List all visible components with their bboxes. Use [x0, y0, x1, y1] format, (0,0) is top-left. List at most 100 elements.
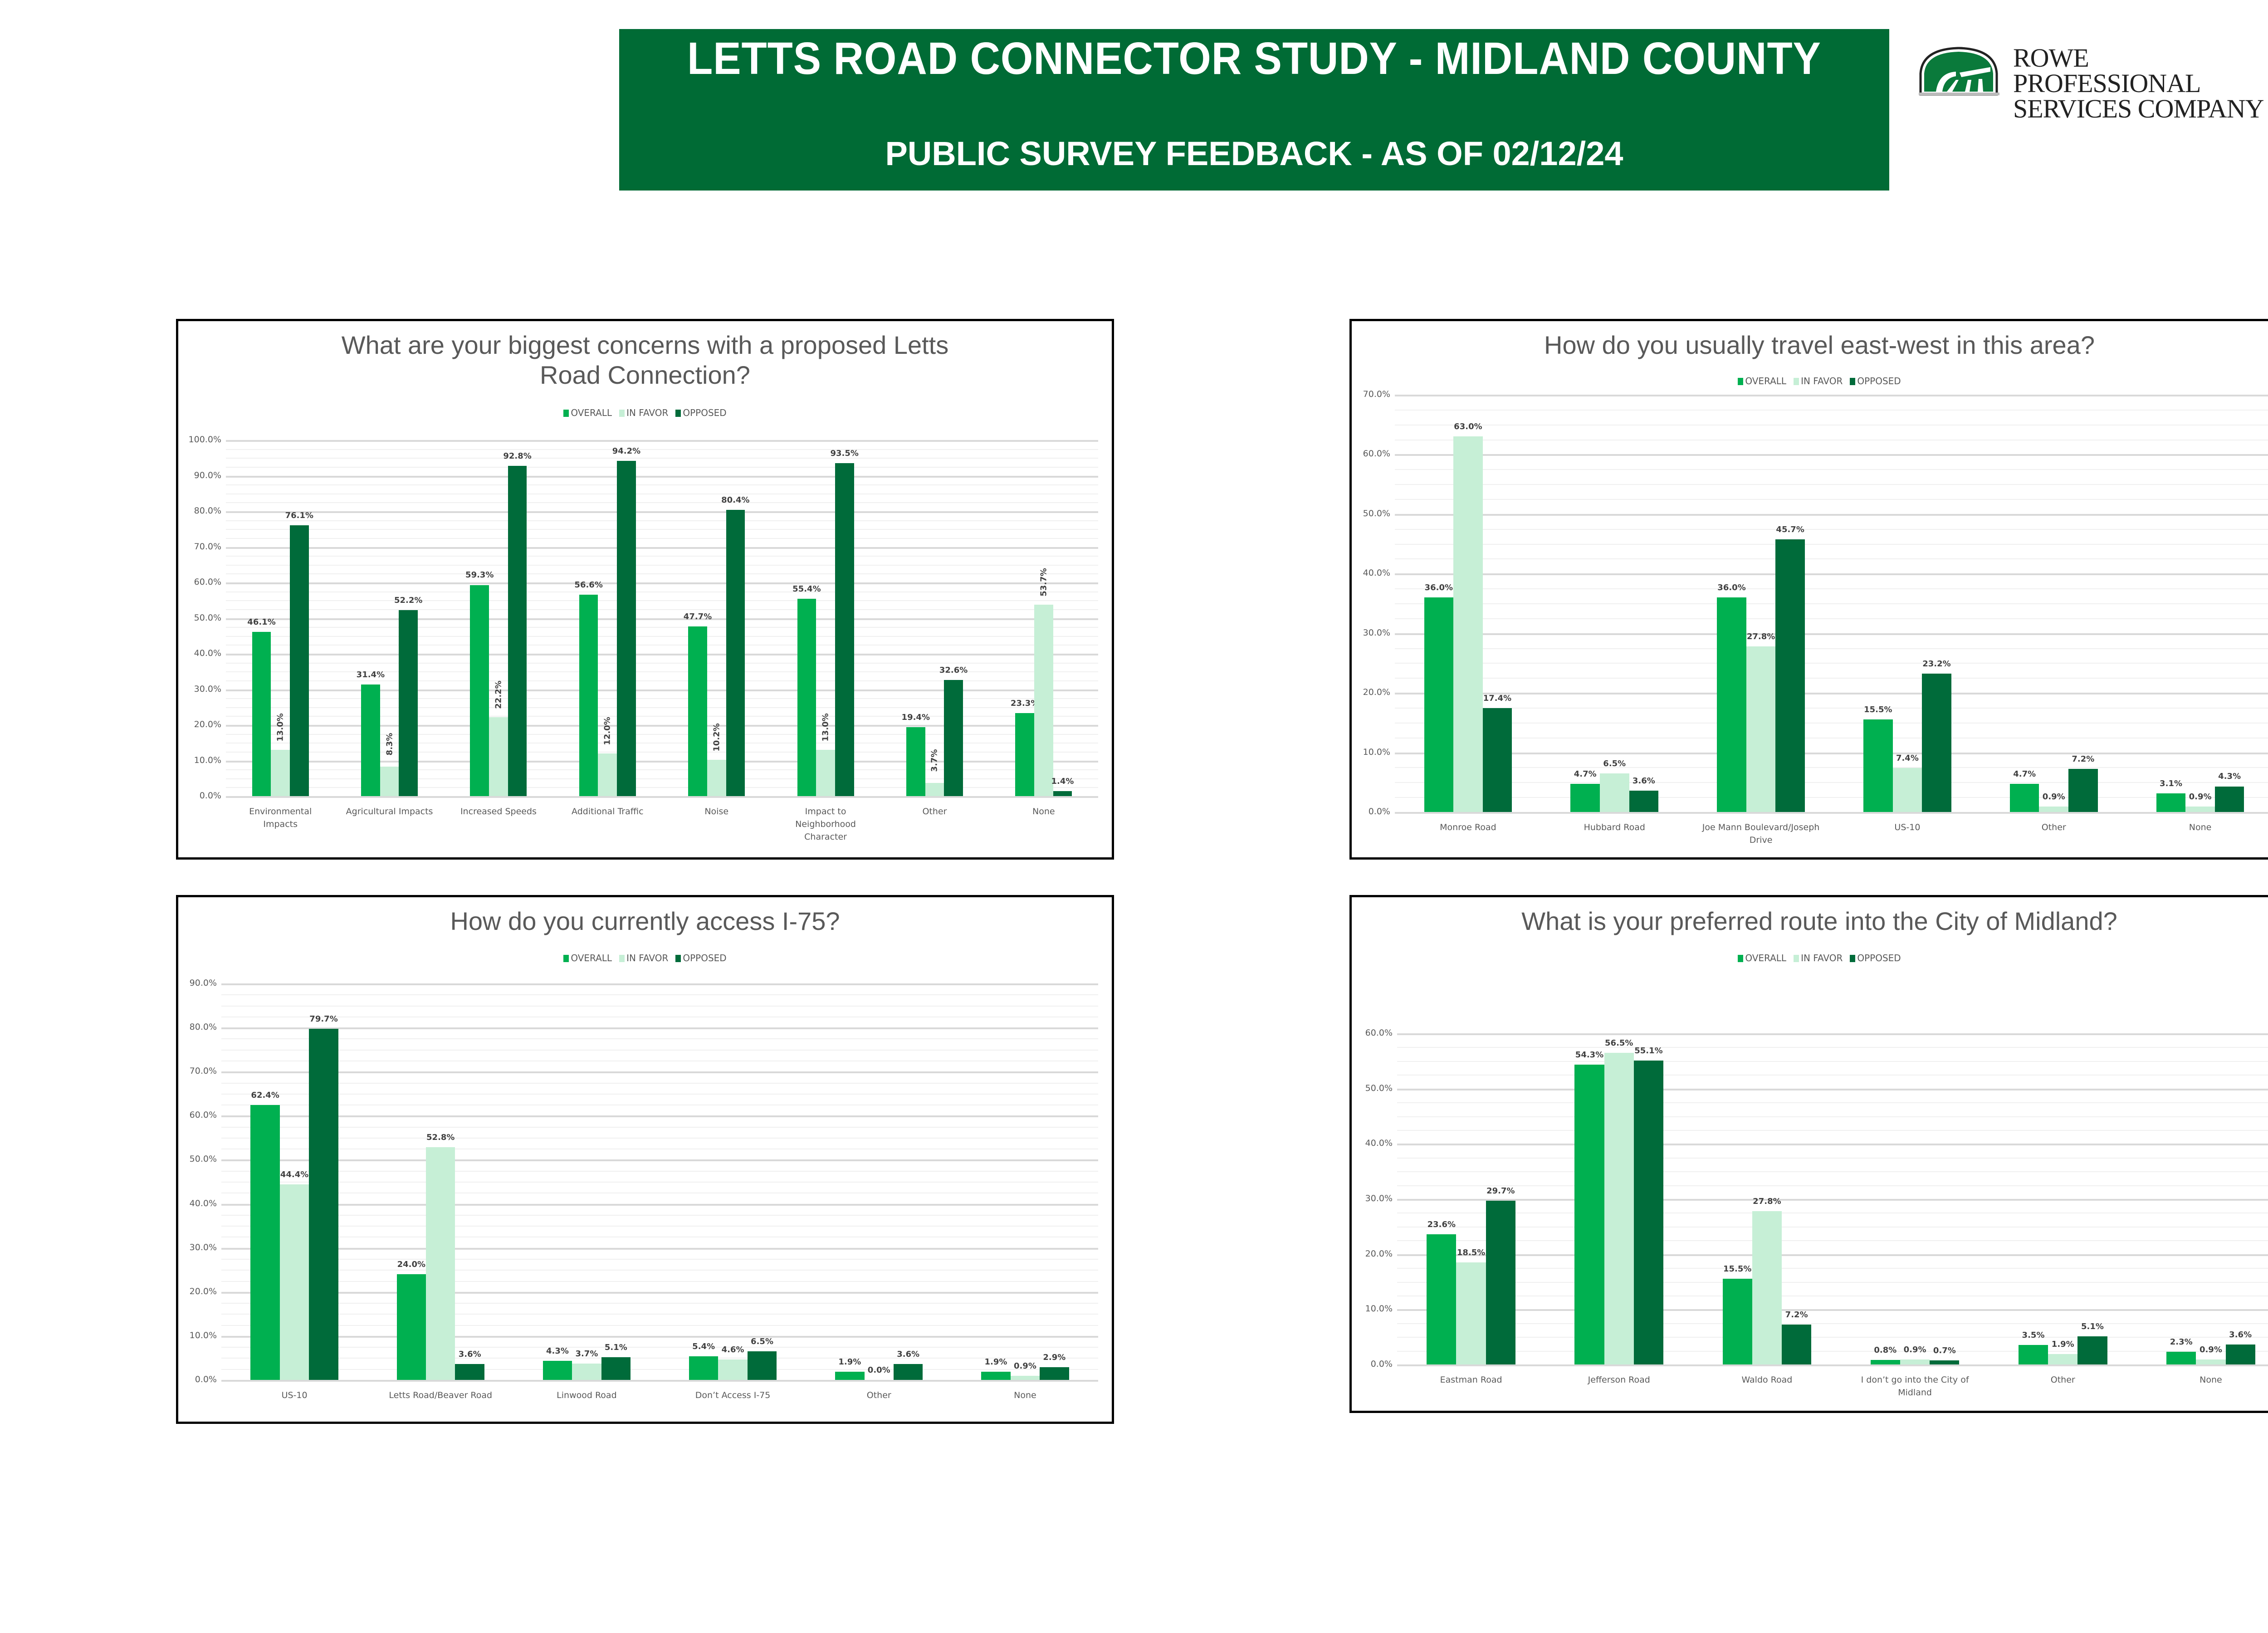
- x-label-line: Jefferson Road: [1588, 1375, 1650, 1385]
- gridline-minor: [1397, 1116, 2268, 1117]
- x-label-line: US-10: [1894, 822, 1921, 832]
- gridline-minor: [226, 458, 1098, 459]
- gridline-minor: [1395, 797, 2268, 798]
- gridline-major: [1397, 1199, 2268, 1201]
- legend-item-in-favor: IN FAVOR: [619, 407, 668, 418]
- y-axis-tick-label: 0.0%: [1370, 1359, 1393, 1369]
- gridline-minor: [1397, 1157, 2268, 1159]
- gridline-minor: [226, 502, 1098, 504]
- legend-swatch-icon: [675, 955, 681, 962]
- bar-in-favor: [1453, 436, 1483, 812]
- gridline-minor: [1397, 1185, 2268, 1186]
- data-label: 3.6%: [2229, 1330, 2252, 1340]
- bar-in-favor: [1456, 1262, 1486, 1364]
- bar-opposed: [309, 1029, 338, 1380]
- bar-opposed: [508, 465, 527, 796]
- data-label: 12.0%: [602, 717, 612, 745]
- data-label: 45.7%: [1776, 525, 1804, 535]
- data-label: 52.8%: [426, 1133, 455, 1143]
- gridline-minor: [226, 564, 1098, 566]
- y-axis-tick-label: 40.0%: [1363, 568, 1390, 578]
- gridline-minor: [221, 1347, 1098, 1348]
- y-axis-tick-label: 50.0%: [189, 1154, 217, 1164]
- y-axis-tick-label: 20.0%: [1365, 1248, 1393, 1259]
- bar-opposed: [835, 463, 854, 796]
- gridline-major: [1397, 1254, 2268, 1256]
- gridline-minor: [221, 1214, 1098, 1216]
- chart-title: What is your preferred route into the Ci…: [1521, 907, 2117, 935]
- gridline-minor: [1397, 1337, 2268, 1338]
- legend-swatch-icon: [619, 955, 625, 962]
- gridline-minor: [1395, 409, 2268, 411]
- data-label: 22.2%: [494, 680, 503, 709]
- gridline-major: [1395, 513, 2268, 516]
- x-label-line: Neighborhood: [795, 819, 856, 829]
- gridline-minor: [1397, 1129, 2268, 1131]
- gridline-minor: [221, 1303, 1098, 1304]
- x-axis-category-label: Additional Traffic: [572, 805, 644, 818]
- bar-overall: [2009, 784, 2039, 812]
- x-axis-category-label: Noise: [704, 805, 728, 818]
- plot-area: 46.1% 13.0% 76.1% 31.4% 8.3% 52.2% 59.3% 22.2% 9…: [226, 440, 1098, 798]
- bar-overall: [1015, 713, 1034, 796]
- y-axis-tick-label: 40.0%: [189, 1198, 217, 1208]
- legend-swatch-icon: [675, 410, 681, 417]
- gridline-minor: [226, 520, 1098, 521]
- gridline-minor: [1395, 484, 2268, 485]
- gridline-minor: [221, 1005, 1098, 1007]
- bar-opposed: [1775, 539, 1805, 812]
- legend-swatch-icon: [1794, 955, 1799, 962]
- bar-in-favor: [598, 753, 617, 796]
- bar-in-favor: [1892, 768, 1922, 812]
- gridline-major: [1395, 752, 2268, 754]
- bar-in-favor: [1599, 773, 1629, 812]
- x-label-line: Hubbard Road: [1584, 822, 1645, 832]
- data-label: 0.9%: [2199, 1345, 2222, 1355]
- bar-in-favor: [925, 782, 944, 796]
- data-label: 53.7%: [1039, 568, 1049, 597]
- x-label-line: Increased Speeds: [460, 807, 537, 816]
- data-label: 15.5%: [1864, 705, 1892, 715]
- gridline-major: [1395, 395, 2268, 396]
- legend-item-in-favor: IN FAVOR: [1794, 953, 1843, 963]
- bar-overall: [2018, 1345, 2048, 1364]
- gridline-minor: [226, 529, 1098, 530]
- data-label: 56.6%: [574, 580, 603, 590]
- data-label: 0.9%: [1903, 1345, 1926, 1355]
- gridline-minor: [221, 1126, 1098, 1128]
- gridline-minor: [1397, 1047, 2268, 1048]
- bar-opposed: [1922, 674, 1951, 812]
- data-label: 79.7%: [309, 1014, 338, 1024]
- bar-overall: [361, 684, 380, 796]
- gridline-minor: [1397, 1102, 2268, 1104]
- gridline-major: [1395, 454, 2268, 456]
- rowe-line1: ROWE PROFESSIONAL: [2013, 43, 2201, 98]
- data-label: 2.9%: [1043, 1352, 1066, 1362]
- rowe-arch-graphic: [1919, 47, 1999, 96]
- x-label-line: None: [2200, 1375, 2222, 1385]
- legend-label: IN FAVOR: [1801, 953, 1843, 963]
- gridline-minor: [226, 484, 1098, 486]
- data-label: 18.5%: [1457, 1247, 1486, 1257]
- data-label: 23.3%: [1010, 699, 1039, 709]
- data-label: 62.4%: [251, 1090, 279, 1100]
- x-label-line: Impacts: [263, 819, 298, 829]
- data-label: 46.1%: [247, 617, 276, 627]
- data-label: 6.5%: [751, 1336, 773, 1346]
- gridline-minor: [221, 1049, 1098, 1051]
- x-axis-category-label: Jefferson Road: [1588, 1374, 1650, 1386]
- data-label: 6.5%: [1603, 758, 1626, 768]
- gridline-minor: [226, 573, 1098, 575]
- x-axis-category-label: Joe Mann Boulevard/Joseph Drive: [1702, 821, 1820, 846]
- gridline-major: [226, 689, 1098, 691]
- x-label-line: US-10: [281, 1390, 308, 1400]
- y-axis-tick-label: 70.0%: [189, 1066, 217, 1076]
- bar-overall: [1863, 719, 1893, 812]
- gridline-minor: [226, 627, 1098, 628]
- data-label: 76.1%: [285, 510, 314, 520]
- data-label: 10.2%: [712, 723, 722, 752]
- bar-opposed: [1486, 1200, 1515, 1364]
- data-label: 27.8%: [1753, 1196, 1781, 1206]
- bar-overall: [470, 585, 489, 796]
- bar-overall: [835, 1371, 865, 1380]
